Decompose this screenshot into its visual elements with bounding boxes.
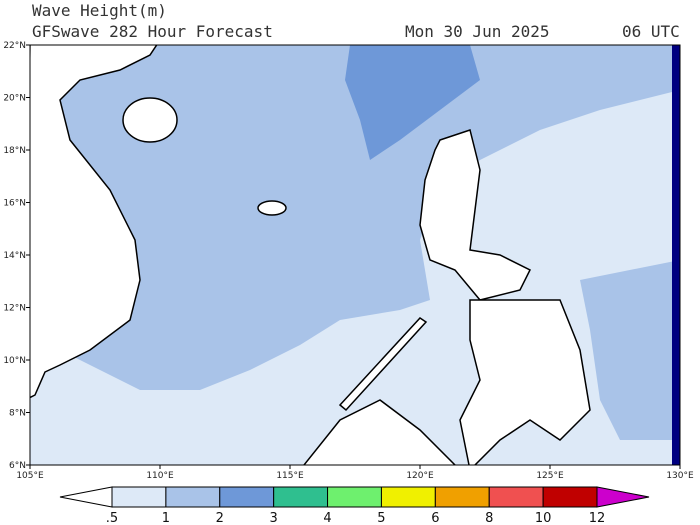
land-mainland [30,45,158,399]
land-borneo [303,399,457,465]
colorbar-label: .5 [106,511,118,525]
colorbar-segment [327,486,382,508]
colorbar-over [596,486,650,508]
title: Wave Height(m) [32,1,167,20]
land-hainan [122,97,178,143]
lon-tick-label: 110°E [146,471,174,481]
sea-high [345,45,480,160]
colorbar-label: 12 [589,511,606,525]
map [29,44,681,466]
lat-tick-label: 8°N [9,409,26,419]
colorbar-segment [542,486,598,508]
land-visayas-mindanao [459,299,591,465]
subtitle: GFSwave 282 Hour Forecast [32,22,273,41]
time: 06 UTC [622,22,680,41]
colorbar-segment [219,486,275,508]
colorbar-label: 3 [270,511,278,525]
sea-mid [580,260,680,440]
land-palawan [338,317,428,412]
colorbar-segment [488,486,544,508]
edge-band [672,45,680,465]
lat-tick-label: 6°N [9,461,26,471]
lat-tick-label: 10°N [3,356,26,366]
lat-tick-label: 20°N [3,94,26,104]
colorbar-segment [380,486,436,508]
lat-tick-label: 22°N [3,41,26,51]
colorbar-label: 2 [216,511,224,525]
colorbar-label: 5 [377,511,385,525]
lon-tick-label: 115°E [276,471,304,481]
colorbar-label: 4 [323,511,331,525]
lon-tick-label: 125°E [536,471,564,481]
colorbar: .5 1 2 3 4 5 6 8 10 12 [59,486,650,525]
lat-tick-label: 16°N [3,199,26,209]
colorbar-label: 1 [162,511,170,525]
lat-tick-label: 14°N [3,251,26,261]
lon-tick-label: 120°E [406,471,434,481]
lon-tick-label: 105°E [16,471,44,481]
lat-tick-label: 18°N [3,146,26,156]
colorbar-label: 10 [535,511,552,525]
colorbar-segment [111,486,167,508]
land-reef [257,200,287,216]
date: Mon 30 Jun 2025 [405,22,550,41]
lon-tick-label: 130°E [666,471,694,481]
colorbar-under [59,486,113,508]
colorbar-segment [165,486,221,508]
colorbar-label: 8 [485,511,493,525]
lat-tick-label: 12°N [3,304,26,314]
colorbar-segment [434,486,490,508]
sea-mid [30,45,680,390]
land-luzon [419,129,532,301]
colorbar-label: 6 [431,511,439,525]
colorbar-segment [273,486,329,508]
